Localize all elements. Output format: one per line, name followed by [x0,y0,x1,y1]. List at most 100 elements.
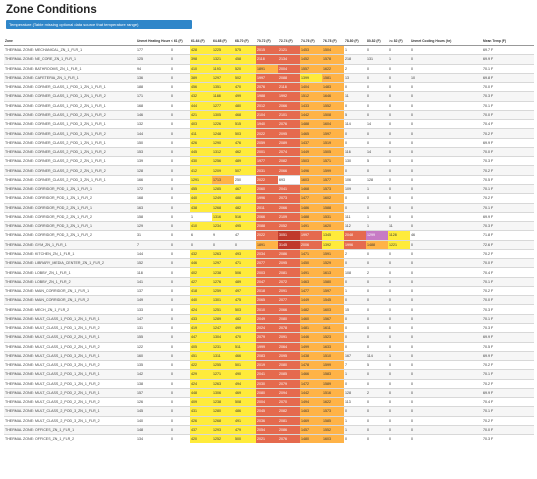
table-cell: 503 [234,304,256,315]
table-cell: 0 [366,63,388,74]
table-cell: 0 [410,137,482,148]
table-cell: 46 [410,230,482,241]
table-cell: 71.8 F [482,230,534,241]
table-cell: 1291 [190,174,212,185]
table-cell: 2073 [278,193,300,204]
table-row: THERMAL ZONE: MAIN_CORRIDOR_ZN_1_FLR_2 14… [4,295,534,305]
table-cell: 507 [234,165,256,176]
table-cell: 445 [190,146,212,157]
table-cell: 2018 [256,285,278,296]
column-header[interactable]: Zone [4,37,136,46]
table-row: THERMAL ZONE: CAFETERIA_ZN_1_FLR_1 136 0 38… [4,72,534,83]
column-header[interactable]: 78-80 (F) [344,37,366,46]
table-cell: 0 [388,397,410,407]
table-cell: 1604 [322,119,344,129]
table-cell: 0 [410,119,482,129]
table-cell: 0 [366,341,388,352]
table-cell: 1255 [212,360,234,370]
table-cell: 14 [366,146,388,157]
column-header[interactable]: 74-76 (F) [300,37,322,46]
table-row: THERMAL ZONE: CORRIDOR_POD_2_ZN_1_FLR_1 1… [4,202,534,213]
column-header[interactable]: 61-64 (F) [190,37,212,46]
table-cell: 1891 [256,239,278,250]
table-cell: 1603 [322,434,344,444]
table-cell: 2086 [278,248,300,259]
zone-name-cell: THERMAL ZONE: OFFICES_ZN_1_FLR_1 [4,424,136,435]
table-cell: 1226 [212,119,234,129]
table-cell: 410 [190,63,212,74]
zone-name-cell: THERMAL ZONE: CORNER_CLASS_2_POD_3_ZN_1_… [4,174,136,185]
column-header[interactable]: Unmet Heating Hours (hr) [136,37,170,46]
column-header[interactable]: 76-78 (F) [322,37,344,46]
zone-name-cell: THERMAL ZONE: MECHANICAL_ZN_1_FLR_1 [4,44,136,55]
table-cell: 14 [366,119,388,129]
table-cell: 6 [190,230,212,241]
table-cell: 1510 [322,350,344,361]
table-cell: 1505 [322,146,344,157]
table-cell: 1577 [322,174,344,185]
column-header[interactable]: >= 82 (F) [388,37,410,46]
table-cell: 1276 [212,276,234,287]
column-header[interactable]: 68-70 (F) [234,37,256,46]
table-cell: 1483 [322,82,344,92]
table-row: THERMAL ZONE: CORNER_CLASS_2_POD_3_ZN_1_… [4,174,534,185]
column-header[interactable]: Unmet Cooling Hours (hr) [410,37,482,46]
table-cell: 0 [170,221,190,231]
table-cell: 70.1 F [482,63,534,74]
table-cell: 1588 [322,202,344,213]
table-cell: 2065 [256,295,278,305]
zone-name-cell: THERMAL ZONE: CORRIDOR_POD_1_ZN_1_FLR_1 [4,183,136,194]
table-cell: 2088 [278,72,300,83]
table-cell: 1478 [300,360,322,370]
table-cell: 3145 [278,239,300,250]
table-cell: 0 [388,341,410,352]
table-cell: 0 [388,387,410,398]
table-cell: 1 [344,424,366,435]
table-cell: 0 [366,109,388,120]
table-cell: 157 [136,387,170,398]
table-cell: 1234 [212,221,234,231]
table-cell: 1252 [212,434,234,444]
column-header[interactable]: 80-82 (F) [366,37,388,46]
table-cell: 5 [366,360,388,370]
table-cell: 168 [136,193,170,204]
table-row: THERMAL ZONE: CORNER_CLASS_2_POD_1_ZN_1_… [4,146,534,157]
table-cell: 0 [388,424,410,435]
table-cell: 0 [388,202,410,213]
table-cell: 1433 [300,100,322,111]
table-cell: 409 [190,397,212,407]
table-cell: 468 [234,109,256,120]
table-cell: 2036 [256,415,278,426]
table-cell: 2077 [256,258,278,268]
table-cell: 1468 [300,183,322,194]
column-header[interactable]: Mean Temp (F) [482,37,534,46]
temperature-toggle-button[interactable]: Temperature (Table missing optional data… [6,20,192,29]
table-cell: 0 [344,128,366,139]
table-cell: 1446 [300,332,322,342]
table-cell: 131 [136,322,170,333]
table-cell: 2011 [256,202,278,213]
table-cell: 70.2 F [482,415,534,426]
zone-name-cell: THERMAL ZONE: MAIN_CORRIDOR_ZN_1_FLR_2 [4,295,136,305]
table-cell: 2047 [256,276,278,287]
table-cell: 146 [136,109,170,120]
table-cell: 403 [190,119,212,129]
column-header[interactable]: < 61 (F) [170,37,190,46]
table-cell: 1225 [212,44,234,55]
table-cell: 2066 [278,165,300,176]
table-cell: 0 [170,267,190,278]
table-cell: 0 [170,434,190,444]
table-cell: 1463 [300,406,322,417]
column-header[interactable]: 64-68 (F) [212,37,234,46]
table-cell: 2121 [278,44,300,55]
table-cell: 0 [410,332,482,342]
table-cell: 2074 [278,146,300,157]
table-cell: 31 [136,230,170,241]
column-header[interactable]: 72-74 (F) [278,37,300,46]
column-header[interactable]: 70-72 (F) [256,37,278,46]
table-cell: 1297 [212,72,234,83]
table-cell: 1289 [212,313,234,324]
table-cell: 2048 [344,230,366,241]
table-cell: 11 [388,221,410,231]
